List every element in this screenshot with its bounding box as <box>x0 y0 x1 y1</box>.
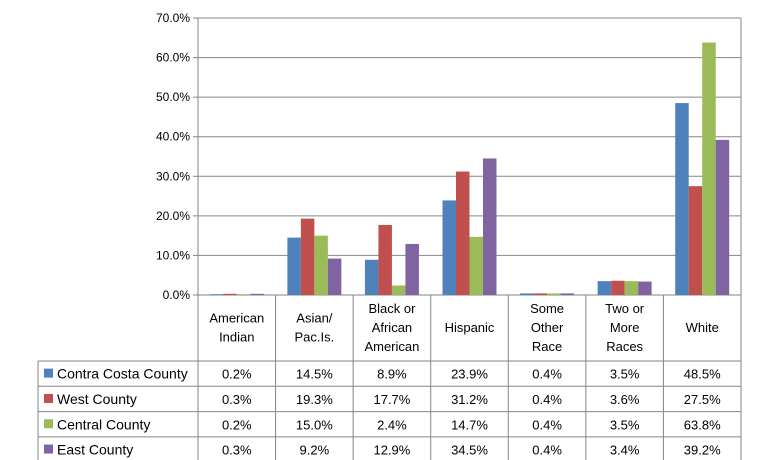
bar <box>442 200 456 295</box>
data-label: 0.4% <box>532 417 562 432</box>
bar <box>483 158 497 295</box>
bar <box>209 294 224 295</box>
data-label: 17.7% <box>373 392 410 407</box>
data-label: 0.4% <box>532 443 562 458</box>
data-label: 0.3% <box>222 443 252 458</box>
legend-label: West County <box>57 391 137 407</box>
data-label: 31.2% <box>451 392 488 407</box>
data-label: 14.5% <box>296 367 333 382</box>
data-label: 63.8% <box>684 417 721 432</box>
bar <box>250 293 264 295</box>
bar <box>533 293 548 295</box>
bar <box>597 281 612 295</box>
bar <box>327 258 342 295</box>
bar <box>520 293 534 295</box>
category-label: Two or <box>605 301 645 316</box>
data-label: 12.9% <box>373 443 410 458</box>
y-axis: 0.0% 10.0% 20.0% 30.0% 40.0% 50.0% 60.0% 70.0% <box>156 11 742 302</box>
y-tick-label: 0.0% <box>163 288 191 302</box>
data-label: 0.4% <box>532 367 562 382</box>
category-label: Black or <box>368 301 416 316</box>
bars <box>209 42 730 295</box>
category-label: American <box>209 311 264 326</box>
bar <box>314 235 328 295</box>
category-label: Indian <box>219 330 254 345</box>
data-label: 48.5% <box>684 367 721 382</box>
legend-swatch <box>44 444 53 454</box>
y-tick-label: 20.0% <box>156 209 190 223</box>
bar <box>560 293 575 295</box>
data-label: 15.0% <box>296 417 333 432</box>
data-label: 2.4% <box>377 417 407 432</box>
bar <box>469 236 483 295</box>
category-label: Asian/ <box>296 311 333 326</box>
y-tick-label: 30.0% <box>156 169 190 183</box>
category-label: Some <box>530 301 564 316</box>
y-tick-label: 50.0% <box>156 90 190 104</box>
legend-swatch <box>44 368 53 378</box>
bar <box>236 294 251 295</box>
bar <box>223 293 237 295</box>
category-label: Race <box>532 339 562 354</box>
y-tick-label: 70.0% <box>156 11 190 25</box>
bar <box>715 139 730 295</box>
data-label: 39.2% <box>684 443 721 458</box>
category-label: More <box>610 320 640 335</box>
category-label: Pac.Is. <box>294 330 334 345</box>
data-label: 3.5% <box>610 367 640 382</box>
bar <box>456 171 470 295</box>
category-label: Races <box>606 339 643 354</box>
category-label: African <box>372 320 412 335</box>
bar <box>287 237 301 295</box>
data-label: 8.9% <box>377 367 407 382</box>
data-label: 34.5% <box>451 443 488 458</box>
data-label: 19.3% <box>296 392 333 407</box>
legend-swatch <box>44 419 53 429</box>
bar <box>688 186 703 295</box>
y-tick-label: 10.0% <box>156 248 190 262</box>
legend-swatch <box>44 393 53 403</box>
data-label: 9.2% <box>300 443 330 458</box>
bar <box>364 259 379 295</box>
data-label: 0.4% <box>532 392 562 407</box>
bar <box>638 281 652 295</box>
data-table: American Indian Asian/Pac.Is. Black or Afric… <box>37 295 742 460</box>
bar <box>675 103 689 295</box>
data-label: 3.6% <box>610 392 640 407</box>
bar <box>547 293 561 295</box>
bar <box>378 224 392 295</box>
data-label: 3.5% <box>610 417 640 432</box>
bar <box>300 218 315 295</box>
y-tick-label: 60.0% <box>156 51 190 65</box>
data-label: 0.2% <box>222 367 252 382</box>
bar <box>702 42 716 295</box>
legend-label: Contra Costa County <box>57 366 188 382</box>
data-label: 23.9% <box>451 367 488 382</box>
category-label: American <box>364 339 419 354</box>
bar <box>405 243 419 295</box>
data-label: 0.3% <box>222 392 252 407</box>
data-label: 14.7% <box>451 417 488 432</box>
category-label: White <box>686 320 719 335</box>
category-label: Hispanic <box>445 320 495 335</box>
data-label: 0.2% <box>222 417 252 432</box>
category-label: Other <box>531 320 564 335</box>
bar <box>624 281 639 295</box>
y-tick-label: 40.0% <box>156 130 190 144</box>
data-label: 27.5% <box>684 392 721 407</box>
bar <box>611 280 625 295</box>
data-label: 3.4% <box>610 443 640 458</box>
legend-label: East County <box>57 442 133 458</box>
legend-label: Central County <box>57 416 150 432</box>
bar <box>391 285 406 295</box>
